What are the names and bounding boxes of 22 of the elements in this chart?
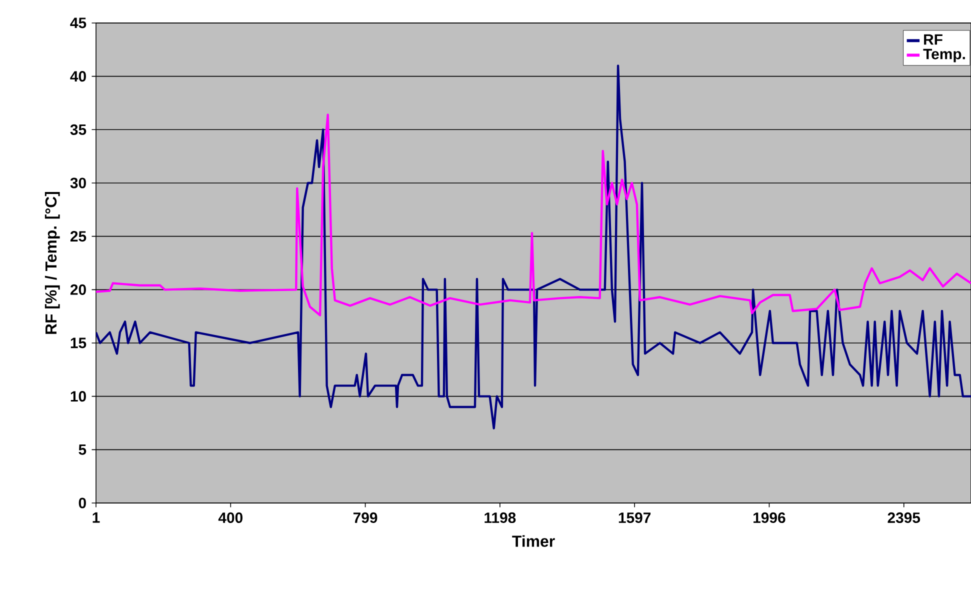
y-tick-label: 30 (70, 178, 86, 188)
x-tick-label: 2395 (888, 512, 920, 524)
y-axis-title: RF [%] / Temp. [°C] (44, 192, 60, 334)
y-tick-label: 10 (70, 391, 86, 402)
y-tick-label: 35 (70, 124, 86, 135)
x-tick-label: 1996 (754, 512, 786, 524)
y-tick-label: 45 (70, 18, 86, 28)
x-axis-title: Timer (512, 535, 555, 547)
x-tick-label: 799 (353, 512, 378, 524)
x-tick-label: 1597 (618, 512, 651, 524)
y-tick-label: 15 (70, 338, 86, 348)
x-tick-label: 400 (218, 512, 242, 524)
y-tick-label: 20 (70, 284, 86, 295)
y-tick-label: 0 (78, 498, 86, 508)
x-tick-label: 1 (92, 512, 100, 523)
y-tick-label: 5 (78, 444, 86, 455)
x-tick-label: 1198 (484, 512, 516, 524)
legend-label: Temp. (923, 48, 965, 62)
line-series (96, 114, 971, 316)
y-tick-label: 40 (70, 71, 86, 82)
legend-label: RF (924, 34, 942, 45)
y-tick-label: 25 (70, 231, 86, 242)
